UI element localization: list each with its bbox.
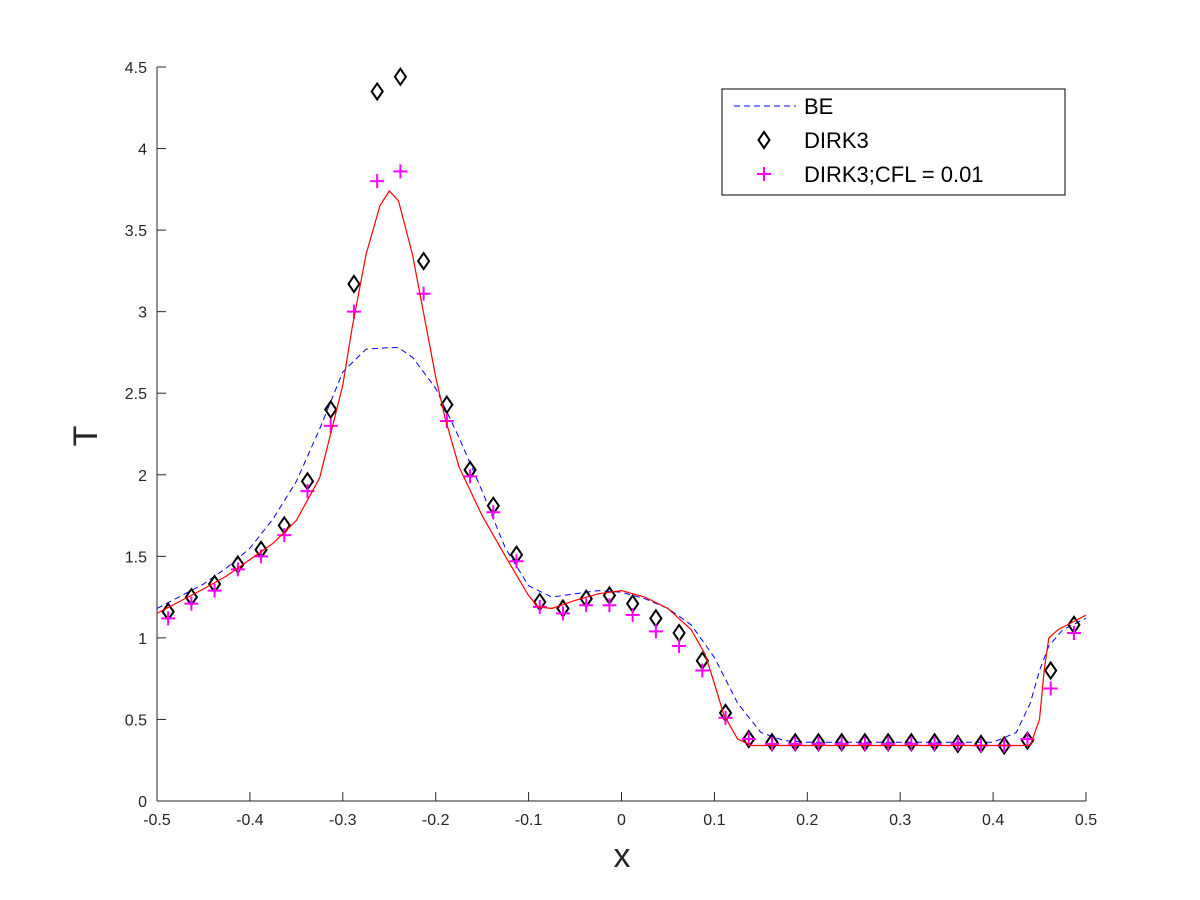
data-point-dirk3-cfl — [834, 736, 849, 751]
data-point-dirk3 — [416, 251, 431, 271]
x-tick-label: -0.5 — [143, 812, 171, 829]
x-tick-label: 0.5 — [1075, 812, 1097, 829]
data-point-dirk3-cfl — [277, 528, 292, 543]
x-tick-label: 0.1 — [703, 812, 725, 829]
data-point-dirk3-cfl — [672, 639, 687, 654]
series-dirk3-cfl-markers — [161, 164, 1081, 753]
data-point-dirk3-cfl — [1043, 681, 1058, 696]
legend: BE DIRK3 DIRK3;CFL = 0.01 — [721, 88, 1066, 196]
data-point-dirk3-cfl — [509, 554, 524, 569]
y-tick-label: 1 — [138, 631, 147, 648]
data-point-dirk3-cfl — [881, 736, 896, 751]
data-point-dirk3 — [1020, 730, 1035, 751]
data-point-dirk3-cfl — [323, 418, 338, 433]
legend-symbol-dirk3 — [757, 130, 771, 150]
data-point-dirk3-cfl — [927, 736, 942, 751]
data-point-dirk3-cfl — [695, 663, 710, 678]
data-point-dirk3-cfl — [811, 736, 826, 751]
data-point-dirk3-cfl — [184, 596, 199, 611]
data-point-dirk3-cfl — [788, 736, 803, 751]
x-tick-label: 0 — [617, 812, 626, 829]
data-point-dirk3 — [440, 394, 454, 415]
x-tick-label: -0.3 — [329, 812, 357, 829]
data-point-dirk3 — [1043, 660, 1058, 681]
data-point-dirk3-cfl — [648, 624, 663, 639]
data-point-dirk3-cfl — [370, 174, 385, 189]
y-tick-label: 2 — [138, 468, 147, 485]
data-point-dirk3-cfl — [393, 164, 408, 179]
data-point-dirk3-cfl — [950, 736, 965, 751]
y-tick-label: 1.5 — [125, 549, 147, 566]
data-point-dirk3-cfl — [486, 505, 501, 520]
y-tick-label: 2.5 — [125, 386, 147, 403]
legend-label: DIRK3 — [804, 128, 869, 153]
legend-label: BE — [804, 94, 833, 119]
data-point-dirk3-cfl — [602, 598, 617, 613]
legend-symbol-dirk3-cfl — [757, 167, 771, 181]
data-point-dirk3 — [997, 735, 1011, 756]
data-point-dirk3-cfl — [1066, 625, 1081, 640]
y-tick-label: 4 — [138, 142, 147, 159]
data-point-dirk3 — [951, 734, 965, 754]
y-tick-label: 3.5 — [125, 223, 147, 240]
data-point-dirk3-cfl — [579, 598, 594, 613]
data-point-dirk3-cfl — [230, 562, 245, 577]
data-point-dirk3 — [324, 399, 338, 420]
y-tick-label: 0 — [138, 794, 147, 811]
plot-area — [156, 67, 1087, 756]
x-tick-label: 0.4 — [982, 812, 1004, 829]
y-axis-title: T — [67, 426, 105, 447]
x-tick-label: -0.2 — [422, 812, 450, 829]
data-point-dirk3-cfl — [625, 608, 640, 623]
x-tick-label: 0.3 — [889, 812, 911, 829]
data-point-dirk3-cfl — [555, 606, 570, 621]
axes: -0.5 -0.4 -0.3 -0.2 -0.1 0 0.1 0.2 0.3 0.4 0.5 0 0.5… — [125, 60, 1097, 829]
y-tick-label: 3 — [138, 305, 147, 322]
x-axis-title: x — [614, 837, 631, 875]
data-point-dirk3-cfl — [161, 611, 176, 626]
x-tick-label: 0.2 — [796, 812, 818, 829]
x-tick-label: -0.4 — [236, 812, 264, 829]
data-point-dirk3 — [347, 274, 361, 294]
x-tick-label: -0.1 — [515, 812, 543, 829]
y-tick-label: 4.5 — [125, 60, 147, 77]
legend-label: DIRK3;CFL = 0.01 — [804, 162, 984, 187]
data-point-dirk3-cfl — [207, 583, 222, 598]
data-point-dirk3 — [742, 729, 756, 749]
data-point-dirk3-cfl — [857, 736, 872, 751]
data-point-dirk3-cfl — [904, 736, 919, 751]
legend-box — [721, 88, 1066, 196]
data-point-dirk3-cfl — [416, 286, 431, 301]
data-point-dirk3-cfl — [463, 469, 478, 484]
series-line-reference — [156, 190, 1087, 747]
data-point-dirk3 — [393, 67, 408, 87]
data-point-dirk3 — [370, 81, 384, 102]
data-point-dirk3-cfl — [764, 736, 779, 751]
y-tick-label: 0.5 — [125, 712, 147, 729]
